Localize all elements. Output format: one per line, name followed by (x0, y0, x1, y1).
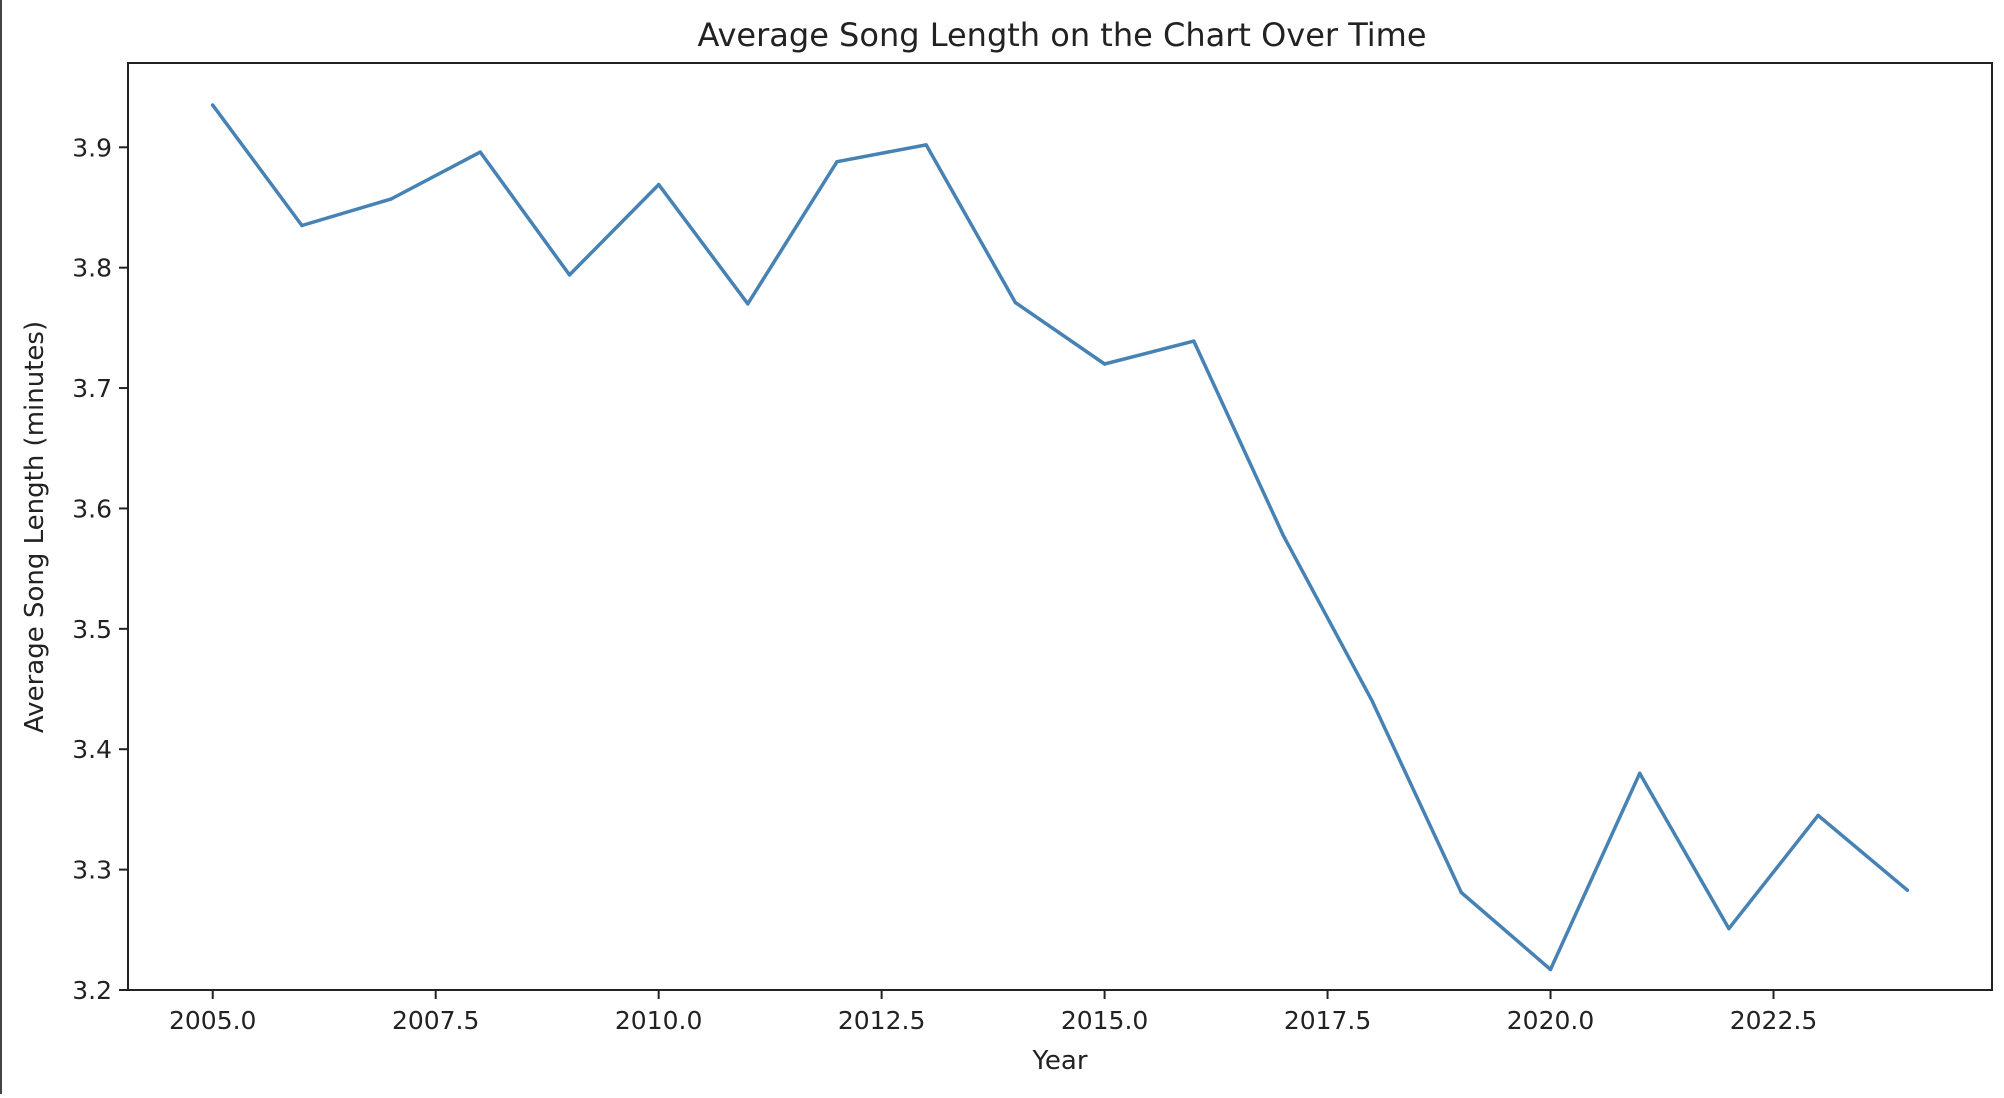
data-point-2018 (1370, 699, 1374, 703)
data-points (211, 103, 1910, 972)
data-point-2023 (1816, 813, 1820, 818)
x-tick-label: 2005.0 (169, 1006, 256, 1035)
data-point-2016 (1192, 339, 1196, 343)
data-point-2020 (1548, 967, 1553, 972)
data-point-2022 (1727, 926, 1731, 931)
y-tick-label: 3.6 (72, 494, 112, 523)
data-point-2019 (1459, 890, 1464, 895)
x-axis-label: Year (1031, 1046, 1087, 1076)
y-tick-label: 3.8 (72, 254, 112, 283)
data-point-2008 (478, 150, 482, 154)
plot-frame (127, 62, 1993, 991)
y-tick-label: 3.5 (72, 615, 112, 644)
data-point-2007 (389, 197, 393, 201)
data-point-2024 (1905, 888, 1910, 892)
x-tick-label: 2010.0 (615, 1006, 702, 1035)
y-tick-label: 3.3 (72, 856, 112, 885)
x-axis-ticks: 2005.0 2007.5 2010.0 2012.5 2015.0 2017.5 2020… (169, 990, 1817, 1035)
data-point-2021 (1638, 771, 1642, 775)
data-point-2006 (300, 223, 304, 228)
y-tick-label: 3.2 (72, 976, 112, 1005)
data-point-2014 (1013, 300, 1018, 305)
y-axis-label: Average Song Length (minutes) (20, 321, 50, 733)
y-axis-ticks: 3.2 3.3 3.4 3.5 3.6 3.7 3.8 3.9 (72, 133, 128, 1005)
data-point-2017 (1281, 533, 1285, 537)
x-tick-label: 2015.0 (1061, 1006, 1148, 1035)
data-point-2011 (746, 302, 750, 306)
chart-title: Average Song Length on the Chart Over Ti… (697, 16, 1426, 54)
data-point-2010 (657, 182, 661, 187)
y-tick-label: 3.4 (72, 735, 112, 764)
series-line (210, 103, 1910, 972)
data-point-2005 (211, 103, 215, 107)
y-tick-label: 3.9 (72, 133, 112, 162)
data-point-2012 (835, 160, 839, 164)
x-tick-label: 2020.0 (1507, 1006, 1594, 1035)
data-point-2009 (567, 273, 572, 277)
x-tick-label: 2007.5 (392, 1006, 479, 1035)
data-point-2015 (1102, 362, 1107, 366)
x-tick-label: 2022.5 (1730, 1006, 1817, 1035)
x-tick-label: 2012.5 (838, 1006, 925, 1035)
y-tick-label: 3.7 (72, 374, 112, 403)
data-point-2013 (924, 143, 928, 147)
x-tick-label: 2017.5 (1284, 1006, 1371, 1035)
